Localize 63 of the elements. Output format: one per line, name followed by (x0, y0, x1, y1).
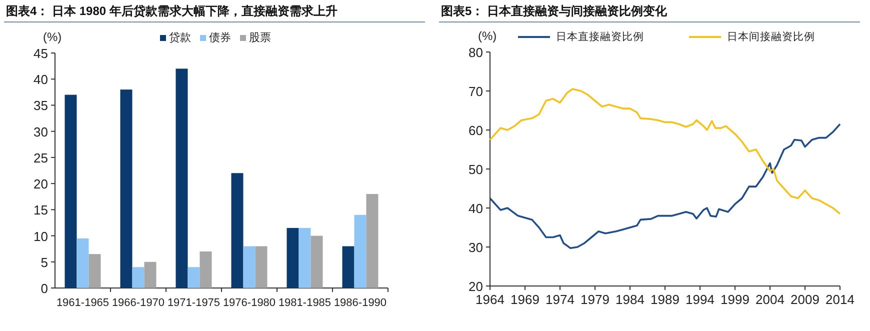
x-tick-label: 2004 (756, 292, 784, 307)
y-tick-label: 15 (34, 202, 48, 218)
legend-label: 日本间接融资比例 (727, 30, 815, 43)
bar (144, 262, 156, 288)
bar (88, 254, 101, 288)
bar (310, 236, 323, 288)
bar (76, 238, 89, 288)
y-axis-title: (%) (43, 30, 62, 44)
y-tick-label: 35 (34, 98, 48, 114)
bar (366, 194, 378, 288)
bar (120, 90, 132, 288)
bar (243, 246, 256, 288)
bar (286, 228, 299, 288)
bar (132, 267, 144, 288)
bar (298, 228, 311, 288)
y-axis-title: (%) (478, 29, 497, 43)
y-tick-label: 30 (468, 240, 483, 255)
bar (188, 267, 200, 288)
y-tick-label: 5 (40, 254, 48, 270)
x-tick-label: 1981-1985 (278, 297, 332, 309)
line-series (489, 88, 841, 215)
y-tick-label: 70 (468, 84, 483, 99)
bar (176, 68, 188, 288)
x-tick-label: 2009 (790, 292, 820, 307)
x-tick-label: 1989 (650, 292, 680, 307)
chart-title: 图表5： 日本直接融资与间接融资比例变化 (441, 4, 668, 18)
x-tick-label: 1969 (510, 292, 540, 307)
legend-label: 日本直接融资比例 (556, 30, 644, 43)
y-tick-label: 20 (468, 279, 483, 294)
y-tick-label: 40 (34, 72, 48, 88)
bar (255, 246, 268, 288)
bar (64, 94, 77, 288)
bar (342, 246, 354, 288)
y-tick-label: 45 (34, 46, 48, 61)
x-tick-label: 1986-1990 (334, 297, 387, 309)
legend-label: 股票 (249, 32, 271, 44)
bar (354, 214, 366, 288)
x-tick-label: 1984 (616, 292, 644, 307)
y-tick-label: 60 (468, 123, 483, 138)
x-tick-label: 1964 (476, 292, 504, 307)
x-tick-label: 2014 (826, 292, 854, 307)
x-tick-label: 1976-1980 (222, 297, 276, 309)
y-tick-label: 20 (34, 176, 48, 192)
y-tick-label: 30 (34, 124, 48, 140)
y-tick-label: 10 (34, 228, 48, 244)
x-tick-label: 1994 (686, 292, 714, 307)
y-tick-label: 80 (468, 45, 483, 60)
chart-title: 图表4： 日本 1980 年后贷款需求大幅下降，直接融资需求上升 (6, 4, 338, 18)
x-tick-label: 1961-1965 (56, 297, 110, 309)
legend-label: 贷款 (169, 31, 191, 44)
x-tick-label: 1979 (580, 292, 610, 307)
legend-label: 债券 (209, 31, 231, 44)
x-tick-label: 1974 (546, 292, 574, 307)
y-tick-label: 40 (468, 201, 483, 216)
y-tick-label: 0 (40, 281, 48, 296)
bar (231, 173, 244, 288)
line-series (489, 123, 841, 250)
x-tick-label: 1966-1970 (112, 297, 165, 309)
bar (200, 251, 212, 288)
y-tick-label: 25 (34, 150, 48, 166)
y-tick-label: 50 (468, 162, 483, 177)
x-tick-label: 1999 (720, 292, 750, 307)
x-tick-label: 1971-1975 (167, 297, 220, 309)
